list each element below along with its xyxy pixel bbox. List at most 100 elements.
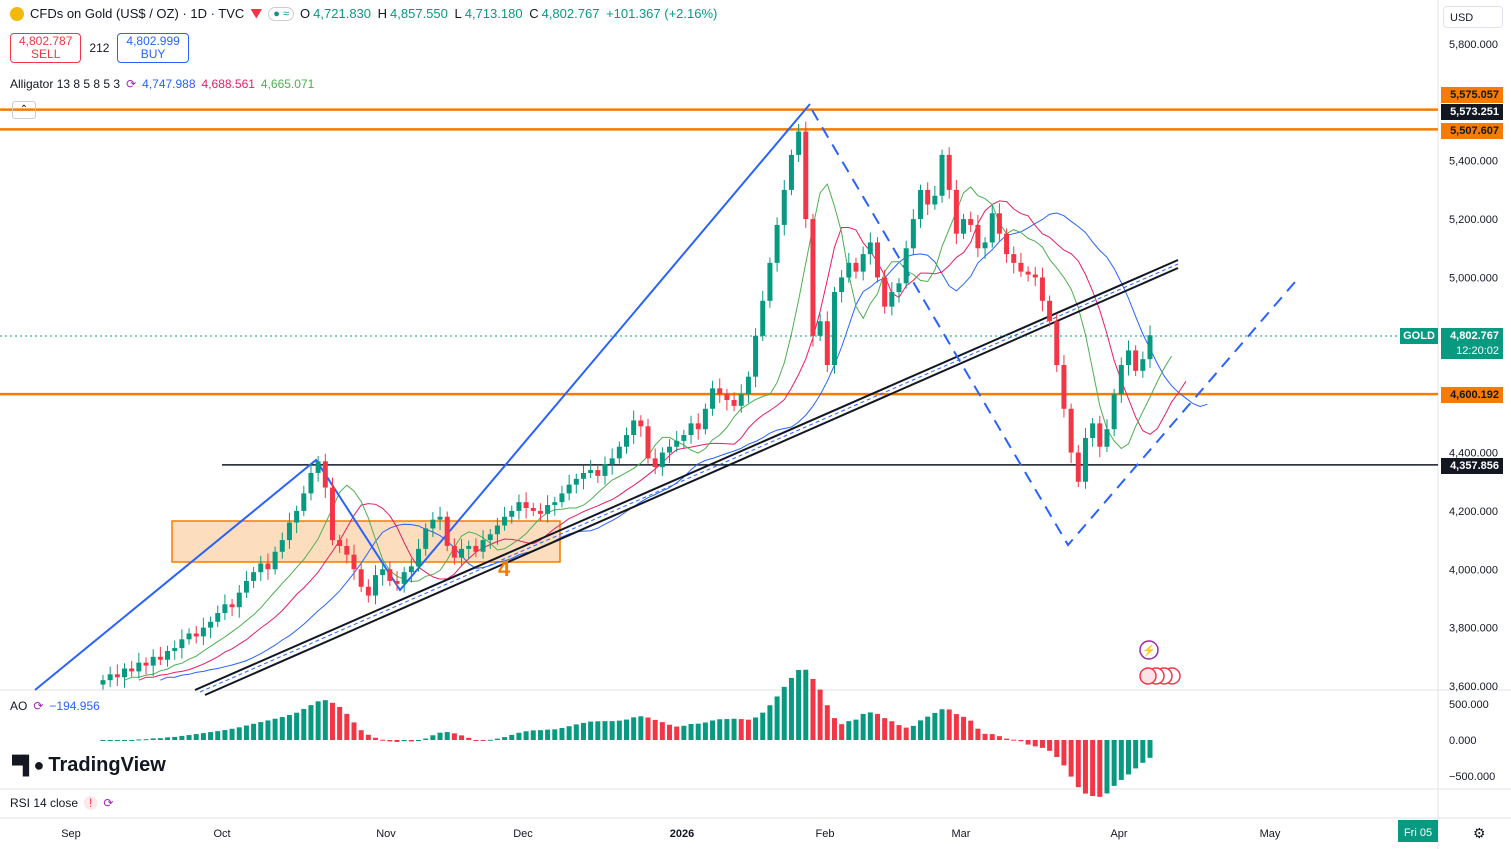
candle-body[interactable] — [545, 505, 551, 514]
candle-body[interactable] — [200, 627, 206, 637]
candle-body[interactable] — [1082, 437, 1088, 482]
candle-body[interactable] — [487, 534, 493, 541]
candle-body[interactable] — [796, 131, 802, 155]
candle-body[interactable] — [810, 219, 816, 336]
candle-body[interactable] — [767, 262, 773, 301]
candle-body[interactable] — [523, 502, 529, 508]
candle-body[interactable] — [1133, 350, 1139, 371]
candle-body[interactable] — [925, 189, 931, 205]
refresh-icon[interactable]: ⟳ — [33, 699, 44, 713]
candle-body[interactable] — [788, 154, 794, 190]
candle-body[interactable] — [301, 493, 307, 511]
candle-body[interactable] — [1047, 300, 1053, 322]
candle-body[interactable] — [695, 423, 701, 430]
candle-body[interactable] — [595, 470, 601, 476]
candle-body[interactable] — [337, 540, 343, 546]
candle-body[interactable] — [817, 321, 823, 336]
candle-body[interactable] — [1075, 452, 1081, 482]
candle-body[interactable] — [258, 563, 264, 573]
candle-body[interactable] — [157, 656, 163, 660]
candle-body[interactable] — [1011, 254, 1017, 263]
candle-body[interactable] — [423, 528, 429, 549]
candle-body[interactable] — [1118, 365, 1124, 395]
candle-body[interactable] — [853, 262, 859, 272]
flag-icon[interactable] — [250, 8, 263, 19]
candle-body[interactable] — [1061, 365, 1067, 409]
candle-body[interactable] — [236, 592, 242, 608]
candle-body[interactable] — [243, 580, 249, 593]
candle-body[interactable] — [150, 656, 156, 666]
trend-channel-mid[interactable] — [199, 263, 1179, 693]
candle-body[interactable] — [502, 516, 508, 526]
candle-body[interactable] — [918, 189, 924, 220]
candle-body[interactable] — [516, 502, 522, 511]
candle-body[interactable] — [459, 548, 465, 558]
candle-body[interactable] — [136, 662, 142, 672]
candle-body[interactable] — [573, 478, 579, 485]
candle-body[interactable] — [401, 572, 407, 584]
candle-body[interactable] — [1004, 233, 1010, 255]
candle-body[interactable] — [1018, 262, 1024, 272]
candle-body[interactable] — [874, 242, 880, 278]
candle-body[interactable] — [315, 461, 321, 473]
candle-body[interactable] — [279, 540, 285, 552]
candle-body[interactable] — [466, 545, 472, 549]
candle-body[interactable] — [946, 154, 952, 190]
candle-body[interactable] — [867, 242, 873, 255]
refresh-icon[interactable]: ⟳ — [126, 77, 137, 91]
candle-body[interactable] — [208, 621, 214, 628]
candle-body[interactable] — [1111, 394, 1117, 430]
candle-body[interactable] — [186, 633, 192, 640]
candle-body[interactable] — [322, 461, 328, 488]
candle-body[interactable] — [480, 540, 486, 552]
candle-body[interactable] — [530, 507, 536, 511]
candle-body[interactable] — [688, 423, 694, 436]
rsi-legend[interactable]: RSI 14 close ! ⟳ — [10, 796, 114, 810]
candle-body[interactable] — [494, 525, 500, 535]
candle-body[interactable] — [745, 376, 751, 395]
candle-body[interactable] — [760, 300, 766, 336]
candle-body[interactable] — [193, 633, 199, 637]
candle-body[interactable] — [710, 388, 716, 409]
currency-selector[interactable]: USD — [1443, 6, 1503, 28]
candle-body[interactable] — [961, 219, 967, 234]
candle-body[interactable] — [294, 510, 300, 523]
candle-body[interactable] — [286, 522, 292, 541]
candle-body[interactable] — [1147, 335, 1153, 360]
candle-body[interactable] — [129, 668, 135, 672]
candle-body[interactable] — [437, 516, 443, 520]
candle-body[interactable] — [100, 680, 106, 685]
lightning-icon[interactable] — [1139, 640, 1159, 660]
candle-body[interactable] — [537, 510, 543, 514]
candle-body[interactable] — [552, 502, 558, 506]
candle-body[interactable] — [358, 569, 364, 587]
candle-body[interactable] — [1039, 277, 1045, 301]
collapse-legend-button[interactable]: ⌃ — [12, 101, 36, 119]
candle-body[interactable] — [165, 650, 171, 660]
candle-body[interactable] — [179, 639, 185, 649]
warning-icon[interactable]: ! — [84, 796, 98, 810]
candle-body[interactable] — [638, 420, 644, 427]
candle-body[interactable] — [1140, 359, 1146, 371]
candle-body[interactable] — [717, 388, 723, 395]
candle-body[interactable] — [1097, 423, 1103, 447]
candle-body[interactable] — [667, 446, 673, 453]
candle-body[interactable] — [229, 604, 235, 608]
candle-body[interactable] — [1025, 271, 1031, 275]
candle-body[interactable] — [444, 516, 450, 546]
candle-body[interactable] — [588, 470, 594, 473]
candle-body[interactable] — [602, 464, 608, 476]
candle-body[interactable] — [681, 435, 687, 441]
candle-body[interactable] — [652, 458, 658, 468]
candle-body[interactable] — [839, 277, 845, 293]
candle-body[interactable] — [408, 566, 414, 573]
candle-body[interactable] — [416, 548, 422, 567]
candle-body[interactable] — [1068, 408, 1074, 453]
candle-body[interactable] — [674, 440, 680, 447]
candle-body[interactable] — [114, 674, 120, 678]
candle-body[interactable] — [1054, 321, 1060, 365]
sell-button[interactable]: 4,802.787 SELL — [10, 33, 82, 63]
candle-body[interactable] — [329, 487, 335, 541]
candle-body[interactable] — [910, 219, 916, 249]
candle-body[interactable] — [373, 575, 379, 596]
